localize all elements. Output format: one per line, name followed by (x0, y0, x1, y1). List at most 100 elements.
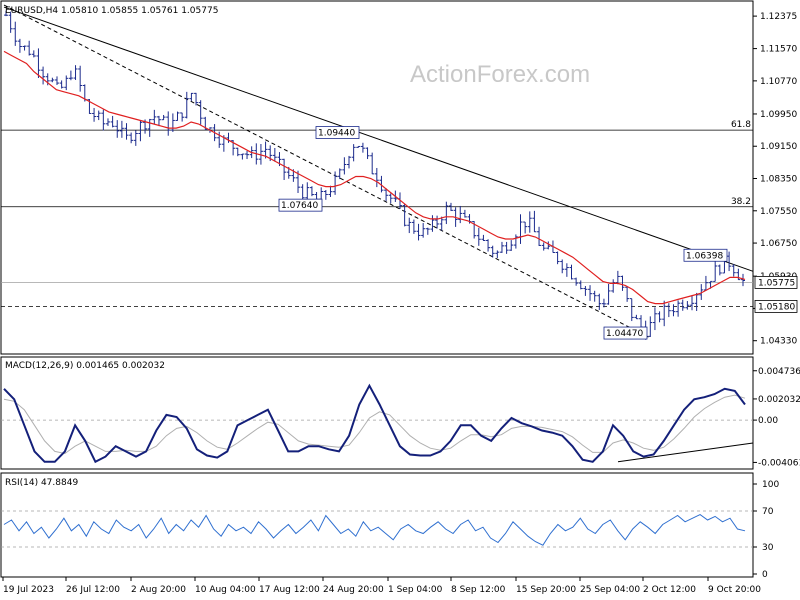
price-label-box (278, 198, 323, 212)
price-panel-frame (0, 0, 754, 355)
candle (606, 283, 611, 305)
candle (388, 193, 393, 204)
candle (4, 10, 8, 17)
macd-title: MACD(12,26,9) 0.001465 0.002032 (5, 361, 165, 371)
price-label-text: 1.09440 (318, 129, 355, 139)
candle (217, 131, 222, 148)
candle (699, 284, 704, 300)
candle (194, 92, 199, 106)
candle (486, 239, 491, 252)
candle (402, 203, 407, 227)
candle (537, 226, 542, 246)
candle (727, 251, 732, 272)
candle (476, 227, 481, 246)
candle (8, 11, 13, 33)
candle (694, 292, 699, 311)
candle (717, 264, 722, 276)
candle (462, 209, 467, 218)
candle (305, 182, 310, 199)
candle (615, 270, 620, 285)
candle (300, 184, 305, 202)
candle (184, 91, 189, 119)
macd-axis-label: 0.00 (758, 416, 778, 426)
candle (59, 80, 64, 89)
candle (481, 234, 486, 241)
fib-level-label: 38.2 (731, 197, 751, 207)
candle (583, 286, 588, 296)
candle (666, 303, 671, 318)
candle (129, 132, 134, 144)
candle (78, 65, 83, 92)
price-panel: 61.8 38.2 1.09440 1.07640 1.06398 1.04470 (1, 4, 754, 340)
macd-axis-label: 0.002032 (758, 395, 800, 405)
price-axis-label: 1.07550 (760, 207, 797, 217)
rsi-axis-label: 70 (762, 507, 774, 517)
candle (741, 273, 745, 287)
candle (504, 241, 509, 254)
candle (523, 221, 528, 234)
candle (138, 120, 143, 142)
candle (703, 275, 708, 291)
candle (588, 285, 593, 301)
candle (601, 298, 606, 308)
price-marker-text: 1.05180 (758, 302, 795, 312)
candle (555, 251, 560, 265)
candle (578, 280, 583, 290)
candle (592, 290, 597, 302)
candle (444, 201, 449, 225)
price-axis-label: 1.08350 (760, 175, 797, 185)
time-axis-label: 17 Aug 12:00 (259, 585, 320, 595)
price-marker-text: 1.05775 (758, 278, 795, 288)
candle (115, 120, 120, 138)
candle (323, 189, 328, 200)
candle (105, 118, 110, 126)
candle (416, 223, 421, 241)
candle (527, 211, 532, 233)
candle (258, 143, 263, 165)
candle (611, 279, 616, 293)
candle (407, 217, 412, 234)
candle (189, 92, 194, 101)
macd-axis-label: 0.004736 (758, 367, 800, 377)
time-axis-label: 9 Oct 20:00 (708, 585, 761, 595)
symbol-header: EURUSD,H4 1.05810 1.05855 1.05761 1.0577… (5, 6, 218, 16)
rsi-axis-label: 0 (762, 570, 768, 580)
price-label-box (603, 326, 648, 340)
candle (68, 70, 73, 81)
candle (41, 66, 46, 85)
candle (685, 301, 690, 310)
candle (513, 234, 518, 249)
axes: 1.12375 1.11570 1.10770 1.09950 1.09150 1.083… (2, 12, 800, 595)
macd-main-line (3, 383, 746, 464)
candle (309, 186, 314, 197)
price-axis-label: 1.12375 (760, 12, 797, 22)
candle (296, 170, 301, 194)
price-axis-label: 1.10770 (760, 77, 797, 87)
candle (347, 155, 352, 169)
candle (54, 76, 59, 85)
price-label-text: 1.04470 (606, 329, 643, 339)
candle (337, 168, 342, 180)
candle (64, 75, 69, 91)
macd-panel-frame (0, 356, 754, 470)
price-marker-box (754, 300, 798, 313)
candle (676, 300, 681, 317)
candle (110, 115, 115, 128)
candle (671, 304, 676, 317)
candle (31, 50, 36, 58)
time-axis-label: 19 Jul 2023 (3, 585, 54, 595)
candle (629, 298, 634, 322)
candle (92, 107, 97, 122)
candle (27, 40, 32, 56)
candle (532, 210, 537, 233)
time-axis-label: 2 Aug 20:00 (131, 585, 186, 595)
time-axis-label: 25 Sep 04:00 (580, 585, 640, 595)
candle (180, 112, 185, 122)
candle (546, 241, 551, 250)
candle (50, 77, 55, 83)
time-axis-label: 10 Aug 04:00 (195, 585, 256, 595)
candle (314, 192, 319, 200)
macd-panel (1, 383, 754, 464)
candle (625, 286, 630, 302)
